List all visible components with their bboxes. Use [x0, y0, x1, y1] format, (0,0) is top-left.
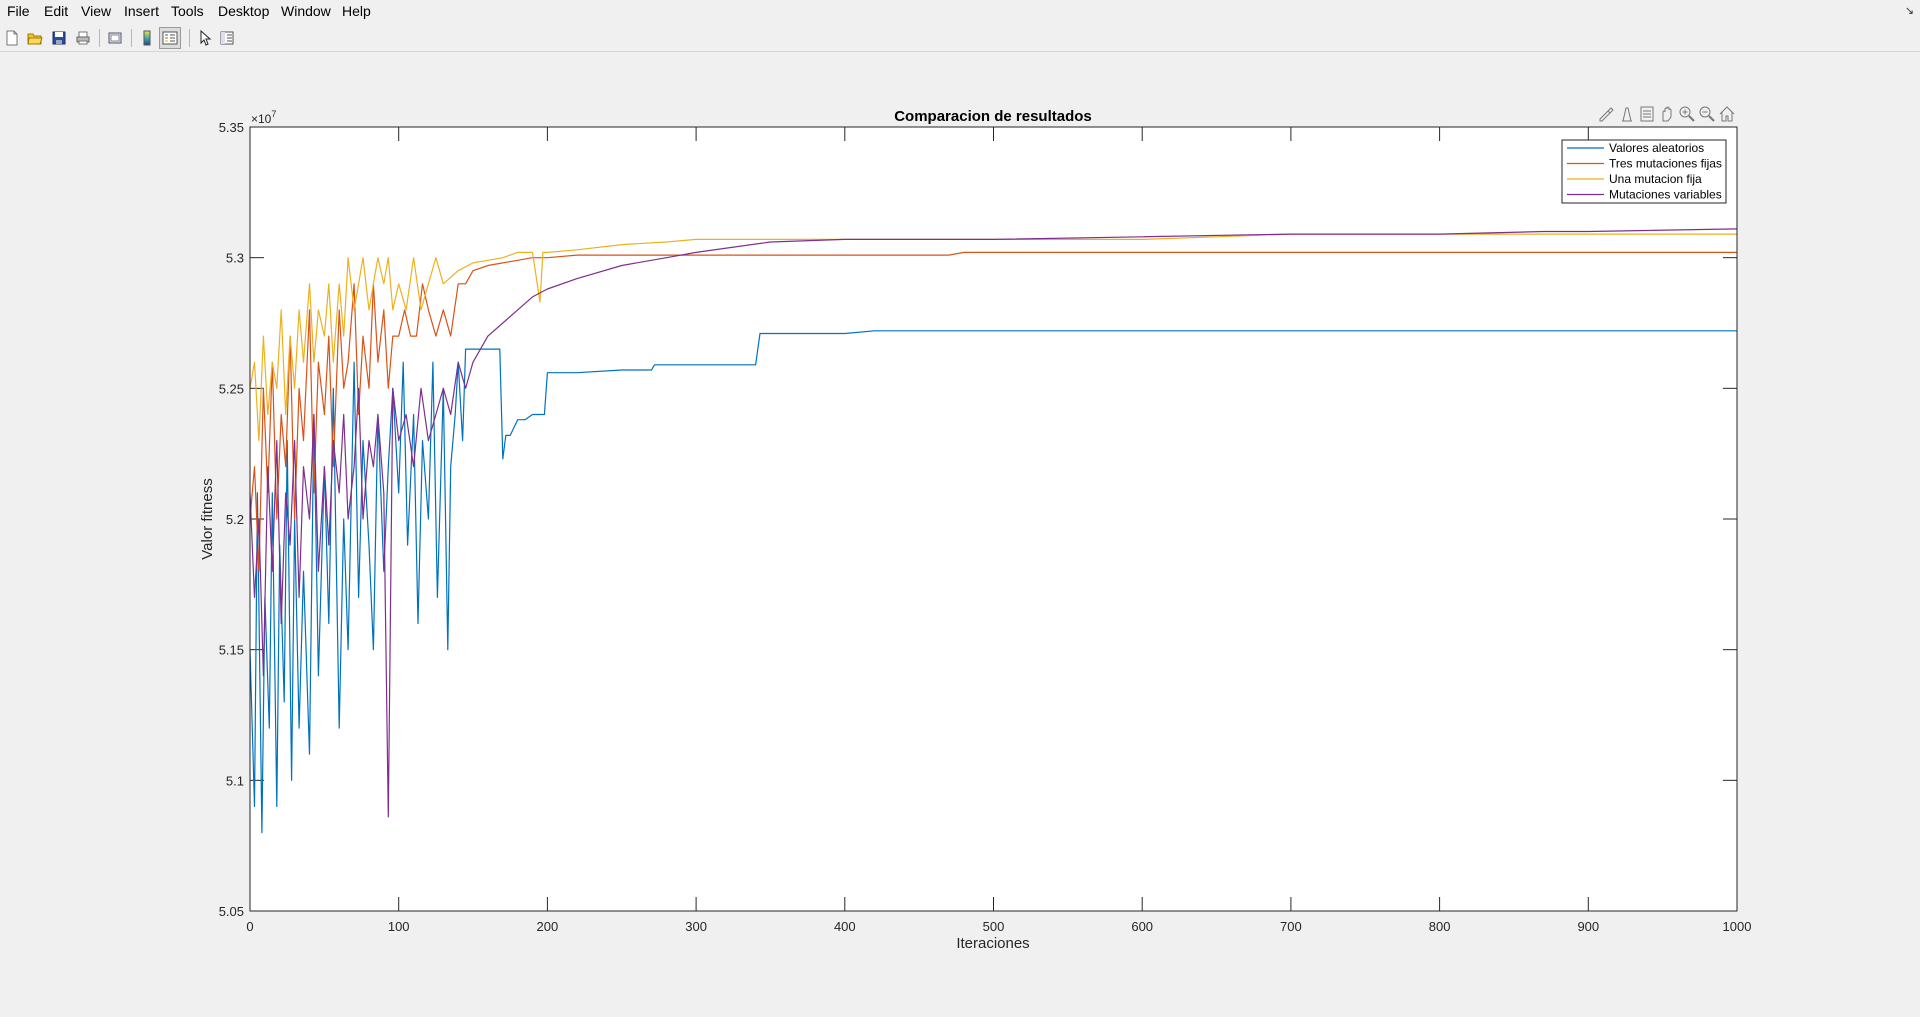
new-file-icon[interactable] [1, 27, 23, 49]
print-preview-icon[interactable] [104, 27, 126, 49]
tick-labels: 0 100 200 300 400 500 600 700 800 900 10005.055.15… [219, 120, 1752, 934]
x-tick-label: 300 [685, 919, 707, 934]
chart-title: Comparacion de resultados [894, 108, 1092, 125]
series-line-3 [249, 233, 1737, 442]
y-exponent: ×107 [251, 109, 276, 126]
menu-view[interactable]: View [81, 3, 112, 19]
x-tick-label: 200 [537, 919, 559, 934]
figure-toolbar [0, 25, 1920, 52]
menu-desktop[interactable]: Desktop [218, 3, 270, 19]
x-tick-label: 0 [246, 919, 253, 934]
legend-entry-2: Tres mutaciones fijas [1609, 157, 1722, 171]
pointer-icon[interactable] [194, 27, 216, 49]
legend-entry-3: Una mutacion fija [1609, 172, 1702, 186]
open-folder-icon[interactable] [24, 27, 46, 49]
x-tick-label: 800 [1429, 919, 1451, 934]
x-tick-label: 600 [1131, 919, 1153, 934]
menu-bar: File Edit View Insert Tools Desktop Wind… [0, 0, 1920, 23]
brush-icon[interactable] [1597, 104, 1617, 124]
x-axis-label: Iteraciones [956, 935, 1029, 952]
y-tick-label: 5.2 [226, 512, 244, 527]
x-tick-label: 700 [1280, 919, 1302, 934]
y-tick-label: 5.05 [219, 904, 244, 919]
save-icon[interactable] [48, 27, 70, 49]
pan-icon[interactable] [1657, 104, 1677, 124]
y-tick-label: 5.3 [226, 251, 244, 266]
y-tick-label: 5.35 [219, 120, 244, 135]
menu-edit[interactable]: Edit [44, 3, 69, 19]
legend-entry-4: Mutaciones variables [1609, 188, 1722, 202]
y-axis-label: Valor fitness [199, 478, 216, 559]
export-icon[interactable] [1637, 104, 1657, 124]
y-tick-label: 5.15 [219, 643, 244, 658]
x-tick-label: 100 [388, 919, 410, 934]
legend-toggle-icon[interactable] [159, 27, 181, 49]
series-line-4 [249, 228, 1738, 818]
data-tips-icon[interactable] [1617, 104, 1637, 124]
menu-insert[interactable]: Insert [124, 3, 160, 19]
x-tick-label: 400 [834, 919, 856, 934]
legend-box [1561, 139, 1727, 204]
y-tick-label: 5.1 [226, 773, 244, 788]
plot-area [250, 127, 1737, 911]
print-icon[interactable] [72, 27, 94, 49]
property-inspector-icon[interactable] [216, 27, 238, 49]
series-line-1 [249, 330, 1737, 834]
menu-window[interactable]: Window [281, 3, 331, 19]
y-tick-label: 5.25 [219, 381, 244, 396]
series-line-2 [249, 251, 1737, 572]
undock-icon[interactable]: ↘ [1904, 5, 1914, 17]
legend-entry-1: Valores aleatorios [1609, 141, 1704, 155]
series-lines [249, 228, 1738, 834]
zoom-in-icon[interactable] [1677, 104, 1697, 124]
legend[interactable]: Valores aleatorios Tres mutaciones fijasU… [1561, 139, 1727, 204]
home-icon[interactable] [1717, 104, 1737, 124]
axes-box [249, 126, 1738, 912]
x-tick-label: 1000 [1723, 919, 1752, 934]
x-tick-label: 500 [983, 919, 1005, 934]
menu-file[interactable]: File [7, 3, 30, 19]
x-tick-label: 900 [1577, 919, 1599, 934]
zoom-out-icon[interactable] [1697, 104, 1717, 124]
menu-tools[interactable]: Tools [171, 3, 204, 19]
colorbar-icon[interactable] [136, 27, 158, 49]
menu-help[interactable]: Help [342, 3, 371, 19]
